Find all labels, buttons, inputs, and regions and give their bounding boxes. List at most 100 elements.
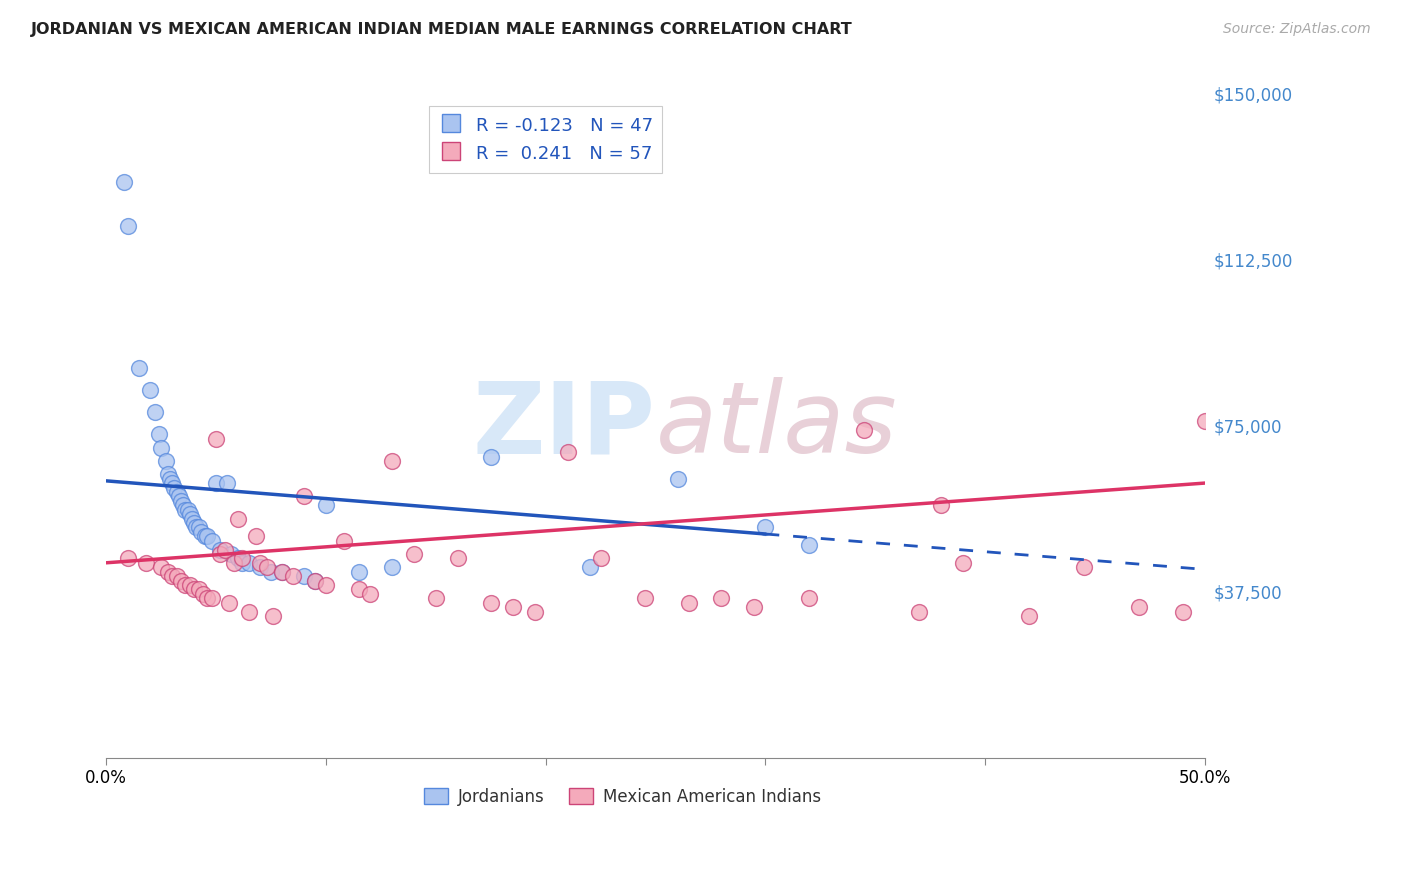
Point bbox=[347, 565, 370, 579]
Point bbox=[187, 520, 209, 534]
Point bbox=[167, 489, 190, 503]
Point bbox=[633, 591, 655, 606]
Point bbox=[163, 481, 186, 495]
Point bbox=[181, 511, 204, 525]
Point bbox=[271, 565, 294, 579]
Point bbox=[183, 516, 205, 530]
Point bbox=[678, 596, 700, 610]
Point bbox=[135, 556, 157, 570]
Point bbox=[226, 511, 249, 525]
Point bbox=[359, 587, 381, 601]
Point bbox=[187, 582, 209, 597]
Point bbox=[853, 423, 876, 437]
Point bbox=[315, 498, 337, 512]
Point bbox=[238, 556, 260, 570]
Point bbox=[221, 547, 243, 561]
Point bbox=[160, 476, 183, 491]
Point bbox=[249, 560, 271, 574]
Point bbox=[183, 582, 205, 597]
Point bbox=[205, 476, 228, 491]
Point bbox=[929, 498, 952, 512]
Point bbox=[148, 427, 170, 442]
Point bbox=[195, 591, 218, 606]
Point bbox=[332, 533, 354, 548]
Point bbox=[139, 383, 162, 397]
Point bbox=[1018, 609, 1040, 624]
Point bbox=[117, 551, 139, 566]
Point bbox=[205, 432, 228, 446]
Point bbox=[754, 520, 776, 534]
Point bbox=[201, 533, 224, 548]
Point bbox=[238, 605, 260, 619]
Point bbox=[260, 565, 283, 579]
Point bbox=[479, 596, 502, 610]
Point bbox=[195, 529, 218, 543]
Text: ZIP: ZIP bbox=[472, 377, 655, 474]
Point bbox=[179, 507, 201, 521]
Point bbox=[799, 538, 821, 552]
Point bbox=[479, 450, 502, 464]
Point bbox=[201, 591, 224, 606]
Point bbox=[304, 574, 326, 588]
Point bbox=[245, 529, 267, 543]
Point bbox=[502, 600, 524, 615]
Point bbox=[150, 560, 173, 574]
Point bbox=[292, 489, 315, 503]
Point bbox=[170, 574, 193, 588]
Point bbox=[117, 219, 139, 234]
Text: Source: ZipAtlas.com: Source: ZipAtlas.com bbox=[1223, 22, 1371, 37]
Point bbox=[710, 591, 733, 606]
Point bbox=[112, 175, 135, 189]
Point bbox=[347, 582, 370, 597]
Point bbox=[128, 360, 150, 375]
Point bbox=[666, 472, 689, 486]
Point bbox=[170, 493, 193, 508]
Point bbox=[159, 472, 181, 486]
Legend: Jordanians, Mexican American Indians: Jordanians, Mexican American Indians bbox=[418, 781, 828, 813]
Point bbox=[150, 441, 173, 455]
Point bbox=[156, 467, 179, 482]
Point bbox=[172, 498, 194, 512]
Point bbox=[160, 569, 183, 583]
Point bbox=[315, 578, 337, 592]
Point bbox=[209, 542, 232, 557]
Text: atlas: atlas bbox=[655, 377, 897, 474]
Point bbox=[191, 587, 214, 601]
Point bbox=[381, 560, 404, 574]
Point bbox=[952, 556, 974, 570]
Point bbox=[578, 560, 600, 574]
Point bbox=[262, 609, 284, 624]
Point bbox=[1073, 560, 1095, 574]
Point bbox=[231, 551, 253, 566]
Point bbox=[908, 605, 931, 619]
Point bbox=[304, 574, 326, 588]
Point bbox=[226, 551, 249, 566]
Point bbox=[217, 476, 239, 491]
Point bbox=[174, 502, 197, 516]
Point bbox=[402, 547, 425, 561]
Point bbox=[447, 551, 470, 566]
Point bbox=[231, 556, 253, 570]
Point bbox=[381, 454, 404, 468]
Point bbox=[1194, 414, 1216, 428]
Point bbox=[281, 569, 304, 583]
Point bbox=[744, 600, 766, 615]
Point bbox=[523, 605, 546, 619]
Point bbox=[799, 591, 821, 606]
Point bbox=[214, 542, 236, 557]
Point bbox=[190, 524, 212, 539]
Point bbox=[179, 578, 201, 592]
Point bbox=[1171, 605, 1194, 619]
Point bbox=[249, 556, 271, 570]
Point bbox=[143, 405, 166, 419]
Point bbox=[292, 569, 315, 583]
Point bbox=[186, 520, 208, 534]
Point bbox=[256, 560, 278, 574]
Point bbox=[425, 591, 447, 606]
Point bbox=[174, 578, 197, 592]
Point bbox=[176, 502, 198, 516]
Point bbox=[166, 569, 188, 583]
Point bbox=[209, 547, 232, 561]
Point bbox=[557, 445, 579, 459]
Point bbox=[155, 454, 177, 468]
